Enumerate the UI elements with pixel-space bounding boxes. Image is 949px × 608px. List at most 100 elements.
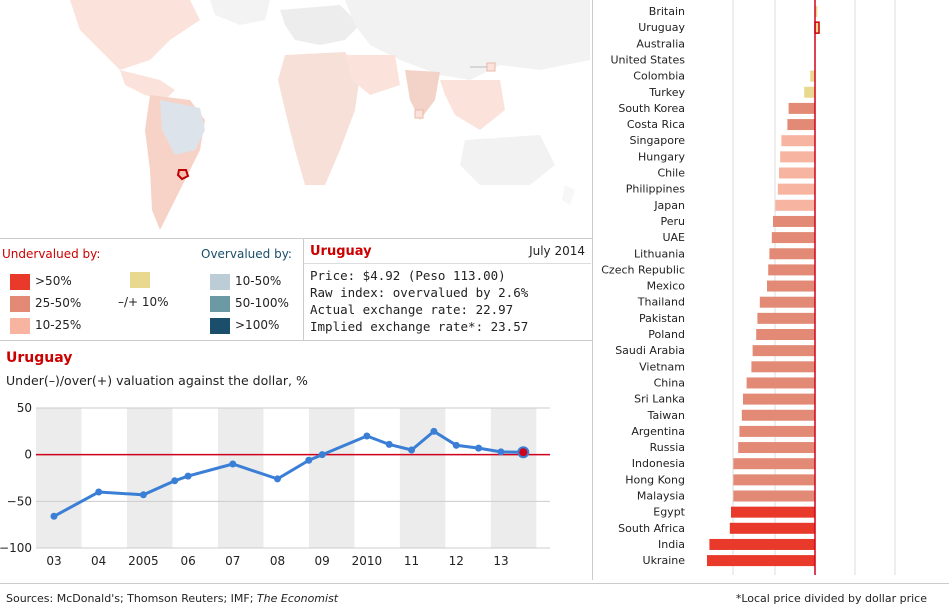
country-label: Hong Kong — [625, 473, 685, 486]
country-bar[interactable] — [729, 522, 815, 534]
country-label: Chile — [657, 167, 685, 180]
country-bar[interactable] — [779, 167, 815, 179]
legend-swatch-under-10-25[interactable] — [10, 318, 30, 334]
legend-label-neutral: –/+ 10% — [118, 295, 169, 309]
country-label: Argentina — [631, 425, 685, 438]
current-point[interactable] — [517, 446, 530, 459]
legend: Undervalued by: Overvalued by: >50% 25-5… — [0, 239, 302, 340]
data-point[interactable] — [171, 477, 179, 485]
country-bar[interactable] — [787, 119, 815, 131]
country-bar[interactable] — [769, 248, 815, 260]
legend-swatch-over-10-50[interactable] — [210, 274, 230, 290]
country-bar[interactable] — [739, 425, 815, 437]
data-point[interactable] — [184, 472, 192, 480]
country-bar[interactable] — [759, 296, 815, 308]
series-line — [53, 429, 524, 518]
country-bar[interactable] — [743, 393, 815, 405]
country-label: United States — [611, 53, 686, 66]
country-bar[interactable] — [775, 199, 815, 211]
country-bar[interactable] — [810, 70, 815, 82]
country-bar[interactable] — [733, 474, 815, 486]
country-bar[interactable] — [738, 442, 815, 454]
country-bar[interactable] — [757, 312, 815, 324]
map-brazil — [160, 100, 205, 155]
country-bar[interactable] — [768, 264, 815, 276]
footer-sources-italic: The Economist — [256, 592, 339, 605]
country-bar[interactable] — [773, 215, 815, 227]
legend-label-under-50: >50% — [35, 274, 72, 288]
data-point[interactable] — [408, 446, 416, 454]
map-india — [405, 70, 440, 120]
country-label: Australia — [636, 37, 685, 50]
plot-band — [36, 408, 82, 548]
country-bar[interactable] — [731, 506, 815, 518]
footer: Sources: McDonald's; Thomson Reuters; IM… — [0, 583, 949, 608]
country-bar[interactable] — [751, 361, 815, 373]
legend-label-over-10-50: 10-50% — [235, 274, 282, 288]
country-bar[interactable] — [756, 329, 815, 340]
country-bar-chart[interactable]: Britain Uruguay Australia United States Colo… — [592, 0, 949, 580]
x-tick-label: 08 — [270, 554, 285, 568]
plot-band — [217, 408, 264, 548]
legend-swatch-over-100[interactable] — [210, 318, 230, 334]
data-point[interactable] — [452, 441, 460, 449]
country-bar[interactable] — [777, 183, 815, 195]
info-date: July 2014 — [529, 244, 585, 258]
legend-swatch-over-50-100[interactable] — [210, 296, 230, 312]
data-point[interactable] — [50, 512, 58, 520]
bar-chart-svg: Britain Uruguay Australia United States Colo… — [601, 0, 896, 575]
data-point[interactable] — [273, 475, 281, 483]
map-southeast-asia — [440, 80, 505, 130]
country-bar[interactable] — [752, 345, 815, 357]
country-bar[interactable] — [781, 135, 815, 147]
legend-swatch-under-25-50[interactable] — [10, 296, 30, 312]
country-bar[interactable] — [746, 377, 815, 389]
data-point[interactable] — [318, 451, 326, 459]
data-point[interactable] — [139, 491, 147, 499]
country-bar[interactable] — [709, 538, 815, 550]
data-point[interactable] — [95, 488, 103, 496]
map-central-america — [120, 70, 175, 100]
data-point[interactable] — [430, 427, 438, 435]
data-point[interactable] — [385, 440, 393, 448]
data-point[interactable] — [363, 432, 371, 440]
country-label: Taiwan — [647, 409, 685, 422]
country-bar[interactable] — [767, 280, 815, 292]
country-label: India — [658, 538, 685, 551]
country-label: Japan — [653, 199, 685, 212]
country-bar[interactable] — [788, 102, 815, 114]
country-bar[interactable] — [733, 490, 815, 502]
country-bar[interactable] — [815, 6, 818, 17]
legend-bottom-divider — [0, 340, 592, 341]
country-bar[interactable] — [741, 409, 815, 421]
country-bar[interactable] — [733, 458, 815, 470]
country-bar[interactable] — [780, 151, 815, 163]
line-chart[interactable]: 50 0 −50 −100 03 04 2005 06 07 08 09 2010 11 12 13 — [0, 395, 590, 580]
legend-swatch-under-50[interactable] — [10, 274, 30, 290]
map-small-country-marker — [414, 109, 424, 119]
map-russia-asia — [345, 0, 590, 80]
legend-label-under-25-50: 25-50% — [35, 296, 82, 310]
country-label: UAE — [662, 231, 685, 244]
data-point[interactable] — [229, 460, 237, 468]
undervalued-title: Undervalued by: — [2, 247, 101, 261]
legend-label-over-100: >100% — [235, 318, 280, 332]
footer-note: *Local price divided by dollar price — [735, 592, 927, 605]
country-label: Turkey — [648, 86, 685, 99]
world-map[interactable] — [0, 0, 590, 238]
legend-label-over-50-100: 50-100% — [235, 296, 289, 310]
info-country: Uruguay — [310, 244, 372, 259]
country-label: Uruguay — [638, 21, 685, 34]
country-bar[interactable] — [804, 86, 815, 98]
x-tick-label: 11 — [404, 554, 419, 568]
legend-swatch-neutral[interactable] — [130, 272, 150, 288]
country-label: Lithuania — [634, 247, 685, 260]
data-point[interactable] — [305, 456, 313, 464]
data-point[interactable] — [497, 448, 505, 456]
country-label: China — [654, 376, 685, 389]
y-tick-label: 50 — [17, 401, 32, 415]
data-point[interactable] — [475, 444, 483, 452]
country-bar[interactable] — [707, 555, 815, 567]
country-bar[interactable] — [771, 232, 815, 244]
country-label: Czech Republic — [601, 263, 685, 276]
